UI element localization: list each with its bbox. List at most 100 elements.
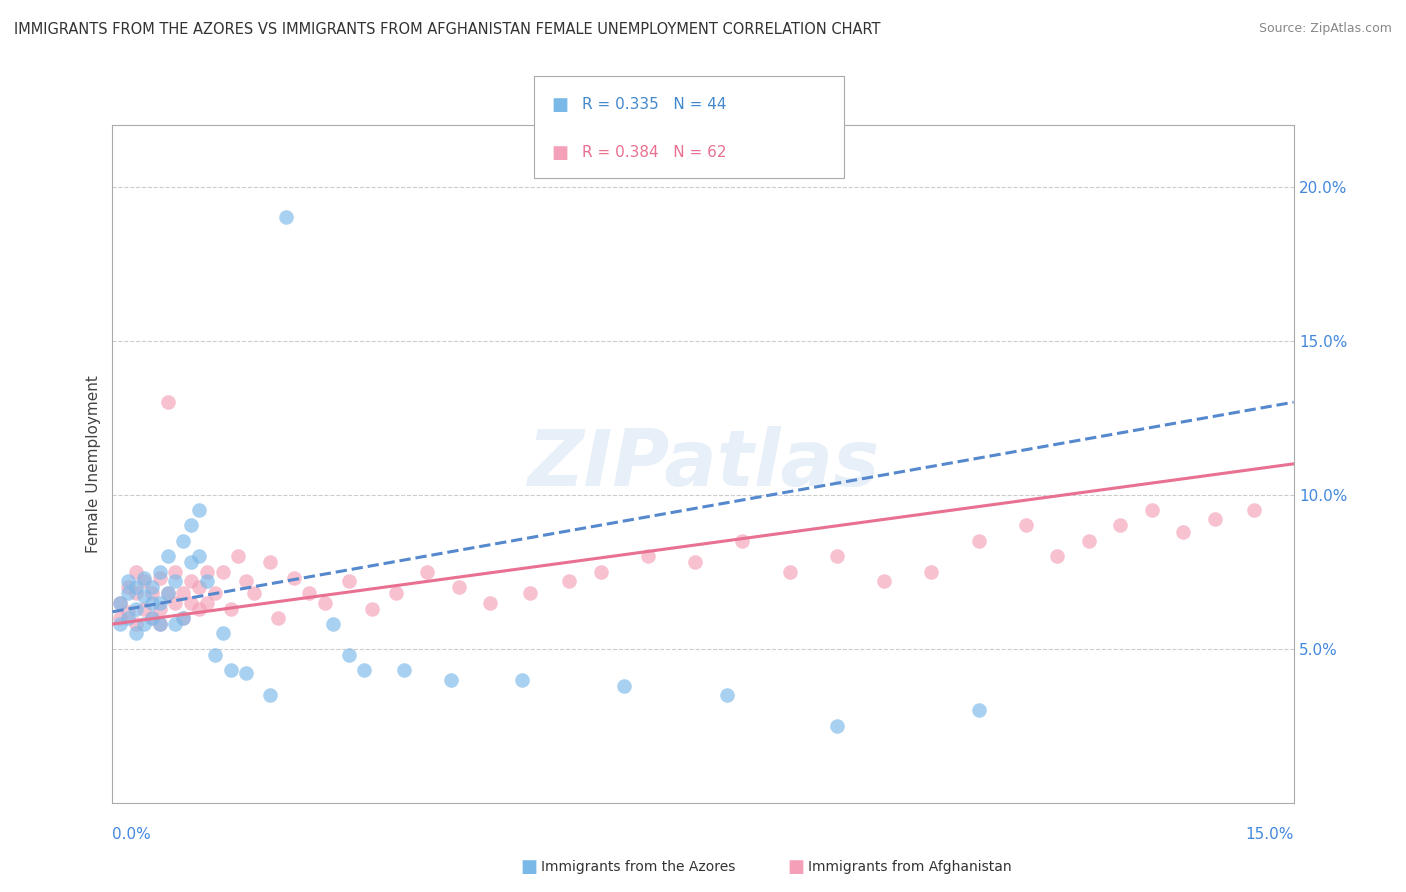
Point <box>479 595 502 609</box>
Point <box>172 611 194 625</box>
Text: IMMIGRANTS FROM THE AZORES VS IMMIGRANTS FROM AFGHANISTAN FEMALE UNEMPLOYMENT CO: IMMIGRANTS FROM THE AZORES VS IMMIGRANTS… <box>14 22 880 37</box>
Point <box>149 565 172 579</box>
Point <box>1077 533 1099 548</box>
Point <box>361 601 384 615</box>
Point <box>298 586 321 600</box>
Point <box>967 533 990 548</box>
Text: Immigrants from the Azores: Immigrants from the Azores <box>541 860 735 874</box>
Point <box>967 703 990 717</box>
Point <box>219 663 242 677</box>
Point <box>188 580 211 594</box>
Point <box>156 586 179 600</box>
Point <box>1046 549 1069 564</box>
Text: ■: ■ <box>787 858 804 876</box>
Point <box>825 719 848 733</box>
Point <box>132 617 155 632</box>
Point <box>172 533 194 548</box>
Point <box>132 601 155 615</box>
Point <box>204 586 226 600</box>
Point <box>117 611 139 625</box>
Point <box>416 565 439 579</box>
Point <box>267 611 290 625</box>
Point <box>125 565 148 579</box>
Point <box>613 679 636 693</box>
Point <box>172 611 194 625</box>
Text: R = 0.335   N = 44: R = 0.335 N = 44 <box>582 97 727 112</box>
Point <box>180 556 202 570</box>
Point <box>716 688 738 702</box>
Text: 15.0%: 15.0% <box>1246 827 1294 841</box>
Point <box>920 565 942 579</box>
Point <box>558 574 581 588</box>
Point <box>337 648 360 662</box>
Point <box>117 605 139 619</box>
Point <box>110 611 132 625</box>
Point <box>259 688 281 702</box>
Point <box>825 549 848 564</box>
Point <box>243 586 266 600</box>
Text: 0.0%: 0.0% <box>112 827 152 841</box>
Text: ■: ■ <box>551 95 568 113</box>
Point <box>156 395 179 409</box>
Point <box>211 565 233 579</box>
Point <box>149 571 172 585</box>
Point <box>165 617 187 632</box>
Point <box>219 601 242 615</box>
Point <box>519 586 541 600</box>
Point <box>132 590 155 604</box>
Point <box>392 663 415 677</box>
Point <box>188 549 211 564</box>
Point <box>125 626 148 640</box>
Text: Source: ZipAtlas.com: Source: ZipAtlas.com <box>1258 22 1392 36</box>
Point <box>440 673 463 687</box>
Point <box>195 574 218 588</box>
Point <box>385 586 408 600</box>
Point <box>1015 518 1038 533</box>
Point <box>274 211 297 225</box>
Point <box>180 595 202 609</box>
Point <box>188 503 211 517</box>
Text: ZIPatlas: ZIPatlas <box>527 425 879 502</box>
Point <box>149 601 172 615</box>
Point <box>510 673 533 687</box>
Point <box>110 595 132 609</box>
Point <box>873 574 896 588</box>
Point <box>235 666 257 681</box>
Point <box>779 565 801 579</box>
Point <box>731 533 754 548</box>
Point <box>188 601 211 615</box>
Text: Immigrants from Afghanistan: Immigrants from Afghanistan <box>808 860 1012 874</box>
Point <box>149 617 172 632</box>
Point <box>117 574 139 588</box>
Point <box>1140 503 1163 517</box>
Point <box>117 580 139 594</box>
Text: ■: ■ <box>551 144 568 161</box>
Point <box>235 574 257 588</box>
Point <box>125 601 148 615</box>
Point <box>1173 524 1195 539</box>
Point <box>637 549 659 564</box>
Point <box>156 549 179 564</box>
Text: ■: ■ <box>520 858 537 876</box>
Point <box>165 565 187 579</box>
Point <box>149 595 172 609</box>
Point <box>337 574 360 588</box>
Point <box>447 580 470 594</box>
Point <box>141 595 163 609</box>
Point <box>589 565 612 579</box>
Point <box>314 595 336 609</box>
Text: R = 0.384   N = 62: R = 0.384 N = 62 <box>582 145 727 161</box>
Point <box>110 595 132 609</box>
Point <box>180 518 202 533</box>
Point <box>259 556 281 570</box>
Point <box>195 565 218 579</box>
Point <box>172 586 194 600</box>
Y-axis label: Female Unemployment: Female Unemployment <box>86 375 101 553</box>
Point <box>228 549 250 564</box>
Point <box>165 595 187 609</box>
Point <box>117 586 139 600</box>
Point <box>110 617 132 632</box>
Point <box>141 586 163 600</box>
Point <box>1243 503 1265 517</box>
Point <box>149 617 172 632</box>
